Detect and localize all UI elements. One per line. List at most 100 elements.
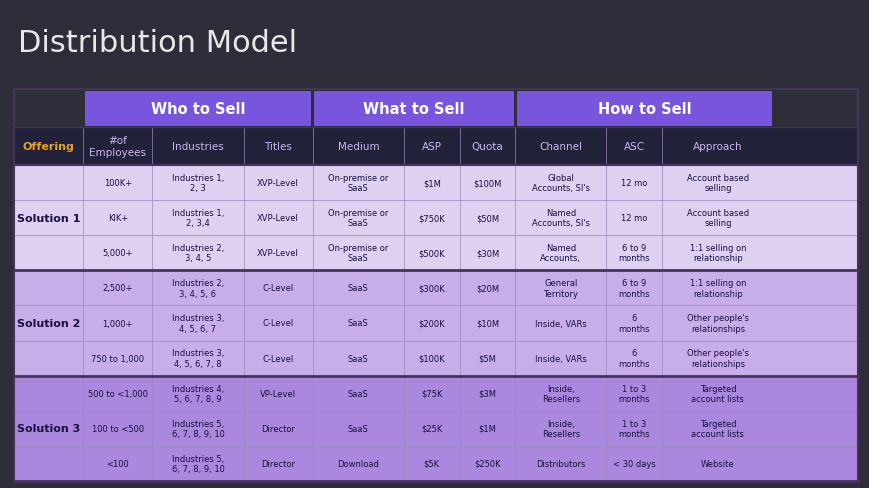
Text: Download: Download xyxy=(337,459,379,468)
Text: Who to Sell: Who to Sell xyxy=(150,102,245,116)
Text: Director: Director xyxy=(261,424,295,433)
Text: 1:1 selling on
relationship: 1:1 selling on relationship xyxy=(689,279,746,298)
Text: XVP-Level: XVP-Level xyxy=(257,214,299,223)
Text: 6
months: 6 months xyxy=(618,349,649,368)
Text: Channel: Channel xyxy=(539,142,581,152)
Text: On-premise or
SaaS: On-premise or SaaS xyxy=(328,208,388,228)
Text: <100: <100 xyxy=(106,459,129,468)
Text: 6
months: 6 months xyxy=(618,314,649,333)
Text: 6 to 9
months: 6 to 9 months xyxy=(618,244,649,263)
Text: SaaS: SaaS xyxy=(348,354,368,363)
Text: $750K: $750K xyxy=(418,214,445,223)
Text: $250K: $250K xyxy=(474,459,501,468)
Text: $3M: $3M xyxy=(478,389,496,398)
Text: Website: Website xyxy=(700,459,733,468)
Text: 12 mo: 12 mo xyxy=(620,179,647,188)
Text: Solution 2: Solution 2 xyxy=(17,318,80,328)
Text: 5,000+: 5,000+ xyxy=(103,249,133,258)
Text: Account based
selling: Account based selling xyxy=(686,174,748,193)
Text: 12 mo: 12 mo xyxy=(620,214,647,223)
Text: SaaS: SaaS xyxy=(348,284,368,293)
Text: How to Sell: How to Sell xyxy=(597,102,691,116)
Text: What to Sell: What to Sell xyxy=(363,102,464,116)
FancyBboxPatch shape xyxy=(14,376,857,481)
Text: On-premise or
SaaS: On-premise or SaaS xyxy=(328,174,388,193)
Text: VP-Level: VP-Level xyxy=(260,389,295,398)
Text: Inside,
Resellers: Inside, Resellers xyxy=(541,419,580,438)
Text: Inside,
Resellers: Inside, Resellers xyxy=(541,384,580,403)
Text: Industries 4,
5, 6, 7, 8, 9: Industries 4, 5, 6, 7, 8, 9 xyxy=(172,384,224,403)
FancyBboxPatch shape xyxy=(14,271,857,376)
Text: C-Level: C-Level xyxy=(262,284,294,293)
Text: Director: Director xyxy=(261,459,295,468)
Text: $100K: $100K xyxy=(418,354,445,363)
Text: 100K+: 100K+ xyxy=(103,179,132,188)
Text: XVP-Level: XVP-Level xyxy=(257,179,299,188)
Text: Titles: Titles xyxy=(264,142,292,152)
Text: 500 to <1,000: 500 to <1,000 xyxy=(88,389,148,398)
Text: 750 to 1,000: 750 to 1,000 xyxy=(91,354,144,363)
Text: Quota: Quota xyxy=(471,142,503,152)
FancyBboxPatch shape xyxy=(14,165,857,271)
Text: 1 to 3
months: 1 to 3 months xyxy=(618,419,649,438)
Text: Named
Accounts,: Named Accounts, xyxy=(540,244,580,263)
Text: Industries 2,
3, 4, 5: Industries 2, 3, 4, 5 xyxy=(172,244,224,263)
Text: ASC: ASC xyxy=(623,142,644,152)
Text: ASP: ASP xyxy=(421,142,441,152)
FancyBboxPatch shape xyxy=(516,91,771,126)
Text: Solution 3: Solution 3 xyxy=(17,424,80,433)
Text: KlK+: KlK+ xyxy=(108,214,128,223)
Text: Approach: Approach xyxy=(693,142,742,152)
Text: C-Level: C-Level xyxy=(262,354,294,363)
Text: $20M: $20M xyxy=(475,284,499,293)
Text: 1:1 selling on
relationship: 1:1 selling on relationship xyxy=(689,244,746,263)
Text: SaaS: SaaS xyxy=(348,389,368,398)
FancyBboxPatch shape xyxy=(314,91,514,126)
Text: Industries 3,
4, 5, 6, 7, 8: Industries 3, 4, 5, 6, 7, 8 xyxy=(171,349,224,368)
Text: < 30 days: < 30 days xyxy=(613,459,655,468)
Text: 6 to 9
months: 6 to 9 months xyxy=(618,279,649,298)
Text: $5M: $5M xyxy=(478,354,496,363)
Text: SaaS: SaaS xyxy=(348,424,368,433)
FancyBboxPatch shape xyxy=(84,91,311,126)
Text: SaaS: SaaS xyxy=(348,319,368,328)
Text: On-premise or
SaaS: On-premise or SaaS xyxy=(328,244,388,263)
Text: Named
Accounts, SI's: Named Accounts, SI's xyxy=(531,208,589,228)
Text: Distributors: Distributors xyxy=(535,459,585,468)
Text: $75K: $75K xyxy=(421,389,442,398)
Text: Other people's
relationships: Other people's relationships xyxy=(687,349,748,368)
Text: XVP-Level: XVP-Level xyxy=(257,249,299,258)
Text: $1M: $1M xyxy=(478,424,496,433)
Text: Offering: Offering xyxy=(23,142,75,152)
Text: $25K: $25K xyxy=(421,424,442,433)
Text: Industries: Industries xyxy=(172,142,223,152)
Text: Inside, VARs: Inside, VARs xyxy=(534,319,586,328)
Text: $100M: $100M xyxy=(473,179,501,188)
Text: 1,000+: 1,000+ xyxy=(103,319,133,328)
Text: 2,500+: 2,500+ xyxy=(103,284,133,293)
FancyBboxPatch shape xyxy=(14,128,857,165)
Text: $200K: $200K xyxy=(418,319,445,328)
Text: Industries 5,
6, 7, 8, 9, 10: Industries 5, 6, 7, 8, 9, 10 xyxy=(171,454,224,473)
Text: Other people's
relationships: Other people's relationships xyxy=(687,314,748,333)
Text: Distribution Model: Distribution Model xyxy=(18,29,297,59)
Text: $10M: $10M xyxy=(475,319,499,328)
Text: $300K: $300K xyxy=(418,284,445,293)
Text: Solution 1: Solution 1 xyxy=(17,213,80,223)
Text: 1 to 3
months: 1 to 3 months xyxy=(618,384,649,403)
Text: General
Territory: General Territory xyxy=(543,279,578,298)
Text: $500K: $500K xyxy=(418,249,445,258)
Text: C-Level: C-Level xyxy=(262,319,294,328)
Text: $50M: $50M xyxy=(475,214,499,223)
Text: $5K: $5K xyxy=(423,459,440,468)
Text: #of
Employees: #of Employees xyxy=(90,136,146,158)
Text: $30M: $30M xyxy=(475,249,499,258)
Text: Industries 1,
2, 3: Industries 1, 2, 3 xyxy=(172,174,224,193)
Text: Industries 2,
3, 4, 5, 6: Industries 2, 3, 4, 5, 6 xyxy=(172,279,224,298)
Text: Industries 1,
2, 3,4: Industries 1, 2, 3,4 xyxy=(172,208,224,228)
Text: Industries 5,
6, 7, 8, 9, 10: Industries 5, 6, 7, 8, 9, 10 xyxy=(171,419,224,438)
Text: Global
Accounts, SI's: Global Accounts, SI's xyxy=(531,174,589,193)
Text: Targeted
account lists: Targeted account lists xyxy=(691,419,744,438)
Text: 100 to <500: 100 to <500 xyxy=(91,424,143,433)
Text: Targeted
account lists: Targeted account lists xyxy=(691,384,744,403)
